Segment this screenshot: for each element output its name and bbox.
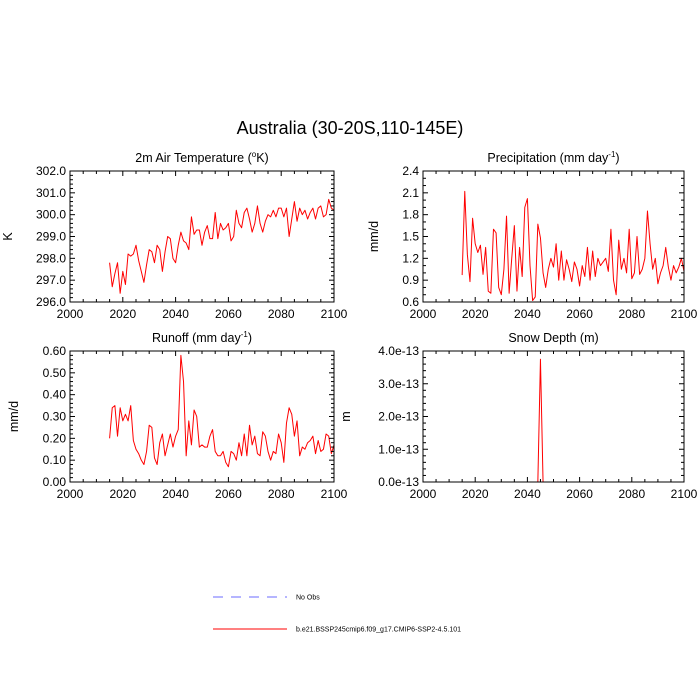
y-tick-label: 0.6: [402, 295, 419, 309]
y-tick-label: 297.0: [36, 273, 66, 287]
x-tick-label: 2020: [109, 487, 136, 501]
x-tick-label: 2020: [462, 307, 489, 321]
x-tick-label: 2080: [268, 307, 295, 321]
y-tick-label: 2.4: [402, 164, 419, 178]
series-line-snd: [462, 358, 684, 482]
plot-frame-mrro: [69, 350, 335, 483]
panel-title-unit: (: [244, 151, 252, 165]
x-tick-label: 2100: [321, 307, 348, 321]
panel-title-text: Precipitation: [487, 151, 556, 165]
x-tick-label: 2080: [618, 307, 645, 321]
series-line-pr: [461, 190, 684, 302]
y-axis-label-snd: m: [339, 411, 353, 421]
plot-frame-snd: [422, 350, 685, 483]
y-tick-label: 1.5: [402, 230, 419, 244]
y-tick-label: 300.0: [36, 208, 66, 222]
y-tick-label: 3.0e-13: [378, 377, 419, 391]
x-tick-label: 2020: [462, 487, 489, 501]
y-tick-label: 1.8: [402, 208, 419, 222]
x-tick-label: 2080: [618, 487, 645, 501]
x-tick-label: 2100: [671, 487, 698, 501]
y-tick-label: 2.0e-13: [378, 410, 419, 424]
panel-snd: Snow Depth (m) 2000 2020 2040 2060 2080 2100 0.…: [339, 331, 698, 501]
y-tick-label: 2.1: [402, 186, 419, 200]
y-tick-label: 0.00: [43, 475, 67, 489]
panel-title-unit-superscript: -1: [608, 150, 616, 159]
panel-title-unit: (mm day: [556, 151, 609, 165]
panel-title-pr: Precipitation (mm day-1): [487, 150, 619, 165]
panel-title-unit: (mm day: [189, 331, 242, 345]
panel-title-unit-superscript: -1: [241, 330, 249, 339]
x-tick-label: 2020: [109, 307, 136, 321]
x-tick-label: 2000: [410, 307, 437, 321]
series-line-mrro: [109, 354, 334, 468]
x-tick-label: 2080: [268, 487, 295, 501]
x-tick-label: 2000: [57, 487, 84, 501]
panels-group: 2m Air Temperature (oK)2000 2020 2040 2060 2…: [1, 150, 698, 501]
x-tick-label: 2000: [57, 307, 84, 321]
panel-title-text: 2m Air Temperature: [135, 151, 244, 165]
panel-tas: 2m Air Temperature (oK) 2000 2020 2040 2060 2…: [1, 150, 348, 321]
x-tick-label: 2040: [162, 487, 189, 501]
y-tick-label: 0.10: [43, 453, 67, 467]
legend: No Obs b.e21.BSSP245cmip6.f09_g17.CMIP6-…: [213, 595, 461, 634]
plot-frame-tas: [69, 170, 335, 303]
panel-title-text: Runoff: [152, 331, 189, 345]
y-tick-label: 0.30: [43, 410, 67, 424]
y-tick-label: 0.0e-13: [378, 475, 419, 489]
panel-mrro: Runoff (mm day-1) 2000 2020 2040 2060 2080 210…: [7, 330, 348, 501]
panel-title-unit: K): [256, 151, 269, 165]
x-tick-label: 2040: [514, 487, 541, 501]
y-tick-label: 0.50: [43, 366, 67, 380]
y-tick-label: 0.40: [43, 388, 67, 402]
panel-title-unit-superscript: o: [252, 150, 257, 159]
y-tick-label: 296.0: [36, 295, 66, 309]
y-tick-label: 1.0e-13: [378, 442, 419, 456]
panel-title-snd: Snow Depth (m): [508, 331, 598, 345]
x-tick-label: 2100: [671, 307, 698, 321]
x-tick-label: 2000: [410, 487, 437, 501]
y-axis-label-mrro: mm/d: [7, 401, 21, 432]
x-tick-label: 2060: [215, 307, 242, 321]
y-tick-label: 0.60: [43, 344, 67, 358]
x-tick-label: 2040: [514, 307, 541, 321]
series-line-tas: [109, 198, 334, 294]
y-tick-label: 298.0: [36, 251, 66, 265]
y-tick-label: 299.0: [36, 230, 66, 244]
y-tick-label: 301.0: [36, 186, 66, 200]
panel-title-tas: 2m Air Temperature (oK): [135, 150, 268, 165]
x-tick-label: 2040: [162, 307, 189, 321]
y-tick-label: 4.0e-13: [378, 344, 419, 358]
x-tick-label: 2100: [321, 487, 348, 501]
panel-title-text: Snow Depth (m): [508, 331, 598, 345]
x-tick-label: 2060: [566, 487, 593, 501]
panel-pr: Precipitation (mm day-1) 2000 2020 2040 2060…: [367, 150, 698, 321]
x-tick-label: 2060: [215, 487, 242, 501]
legend-label-no-obs: No Obs: [296, 595, 320, 602]
y-axis-label-pr: mm/d: [367, 221, 381, 252]
panel-title-unit: ): [615, 151, 619, 165]
panel-title-unit: ): [248, 331, 252, 345]
panel-title-mrro: Runoff (mm day-1): [152, 330, 252, 345]
figure-title: Australia (30-20S,110-145E): [237, 118, 464, 138]
y-tick-label: 1.2: [402, 251, 419, 265]
y-tick-label: 302.0: [36, 164, 66, 178]
legend-label-simulation: b.e21.BSSP245cmip6.f09_g17.CMIP6-SSP2-4.…: [296, 627, 461, 634]
y-axis-label-tas: K: [1, 232, 15, 241]
y-tick-label: 0.20: [43, 431, 67, 445]
x-tick-label: 2060: [566, 307, 593, 321]
y-tick-label: 0.9: [402, 273, 419, 287]
plot-frame-pr: [422, 170, 685, 303]
